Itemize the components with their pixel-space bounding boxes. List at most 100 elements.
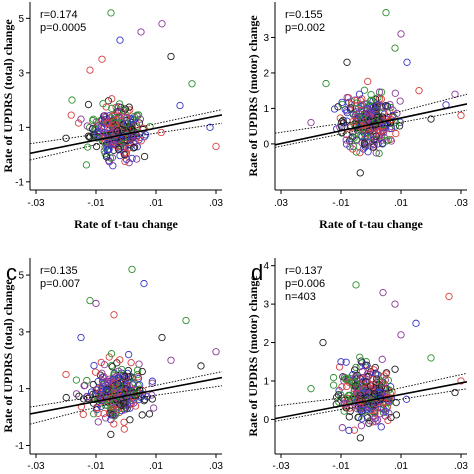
data-point bbox=[107, 350, 116, 358]
data-point bbox=[445, 292, 453, 301]
data-point bbox=[373, 416, 382, 424]
ci-lower-line bbox=[275, 109, 467, 148]
data-point bbox=[322, 79, 330, 88]
data-point bbox=[109, 398, 117, 406]
data-point bbox=[82, 161, 91, 169]
data-point bbox=[121, 372, 129, 381]
y-tick-label: 5 bbox=[18, 271, 24, 282]
data-point bbox=[307, 118, 315, 127]
data-point bbox=[352, 148, 360, 156]
panel-letter: c bbox=[6, 260, 17, 285]
data-point bbox=[102, 119, 111, 128]
data-point bbox=[457, 111, 465, 120]
panel-a: -1 1 3 5 -.03 -.01 .01 .03 Rate of UPDRS (total)… bbox=[1, 2, 223, 231]
data-point bbox=[356, 434, 365, 442]
data-point bbox=[113, 108, 121, 116]
stat-label: n=403 bbox=[285, 291, 316, 303]
data-point bbox=[127, 359, 135, 367]
data-point bbox=[111, 125, 120, 134]
data-point bbox=[89, 380, 97, 389]
data-point bbox=[381, 102, 390, 110]
data-point bbox=[361, 382, 369, 391]
data-point bbox=[129, 393, 137, 401]
y-tick-label: -1 bbox=[15, 177, 24, 188]
data-point bbox=[356, 391, 364, 400]
data-point bbox=[114, 367, 123, 375]
data-point bbox=[396, 118, 404, 126]
data-point bbox=[206, 123, 214, 131]
point-group bbox=[307, 281, 465, 442]
data-point bbox=[72, 376, 81, 384]
y-axis-title: Rate of UPDRS (motor) change bbox=[246, 275, 260, 437]
data-point bbox=[93, 406, 101, 414]
data-point bbox=[110, 140, 118, 148]
stat-label: r=0.174 bbox=[40, 9, 78, 21]
data-point bbox=[132, 155, 141, 163]
y-tick-label: 1 bbox=[18, 123, 24, 134]
data-point bbox=[89, 115, 98, 123]
data-point bbox=[369, 129, 377, 138]
data-point bbox=[307, 385, 315, 393]
data-point bbox=[380, 133, 388, 142]
data-point bbox=[334, 103, 342, 111]
data-point bbox=[110, 420, 118, 428]
stat-label: r=0.137 bbox=[285, 265, 323, 277]
data-point bbox=[92, 142, 101, 151]
data-point bbox=[319, 338, 327, 347]
data-point bbox=[375, 88, 384, 96]
data-point bbox=[342, 130, 351, 139]
data-point bbox=[74, 119, 83, 127]
x-tick-label: -.01 bbox=[87, 198, 105, 209]
data-point bbox=[376, 127, 385, 135]
data-point bbox=[338, 424, 346, 432]
data-point bbox=[357, 406, 365, 414]
data-point bbox=[364, 77, 372, 86]
data-point bbox=[392, 129, 400, 138]
data-point bbox=[126, 123, 134, 131]
data-point bbox=[347, 134, 355, 143]
data-point bbox=[102, 387, 110, 395]
data-point bbox=[182, 316, 190, 325]
ci-upper-line bbox=[275, 372, 467, 407]
data-point bbox=[382, 8, 390, 17]
data-point bbox=[138, 390, 147, 398]
data-point bbox=[329, 373, 338, 382]
data-point bbox=[378, 355, 386, 363]
data-point bbox=[93, 134, 101, 142]
x-tick-label: .01 bbox=[149, 461, 163, 472]
data-point bbox=[137, 137, 145, 145]
data-point bbox=[402, 395, 411, 403]
data-point bbox=[351, 366, 359, 374]
data-point bbox=[352, 99, 361, 107]
data-point bbox=[90, 361, 98, 370]
data-point bbox=[352, 281, 360, 289]
data-point bbox=[124, 144, 133, 152]
data-point bbox=[108, 104, 116, 112]
data-point bbox=[77, 333, 85, 342]
data-point bbox=[389, 111, 397, 120]
x-tick-label: .03 bbox=[274, 198, 288, 209]
data-point bbox=[368, 375, 376, 384]
data-point bbox=[356, 169, 364, 177]
data-point bbox=[137, 28, 145, 36]
data-point bbox=[94, 409, 102, 417]
data-point bbox=[114, 380, 122, 388]
data-point bbox=[124, 350, 133, 359]
data-point bbox=[188, 80, 196, 88]
data-point bbox=[343, 58, 351, 66]
data-point bbox=[176, 101, 184, 110]
data-point bbox=[148, 377, 157, 385]
ci-upper-line bbox=[30, 371, 222, 408]
data-point bbox=[372, 149, 380, 157]
ci-upper-line bbox=[30, 109, 222, 145]
y-axis-title: Rate of UPDRS (motor) change bbox=[246, 15, 260, 177]
x-tick-label: -.01 bbox=[332, 461, 350, 472]
data-point bbox=[387, 103, 395, 112]
data-point bbox=[212, 348, 220, 356]
data-point bbox=[100, 409, 108, 418]
data-point bbox=[342, 136, 350, 144]
x-tick-label: .01 bbox=[394, 461, 408, 472]
data-point bbox=[396, 97, 404, 105]
data-point bbox=[345, 413, 353, 421]
